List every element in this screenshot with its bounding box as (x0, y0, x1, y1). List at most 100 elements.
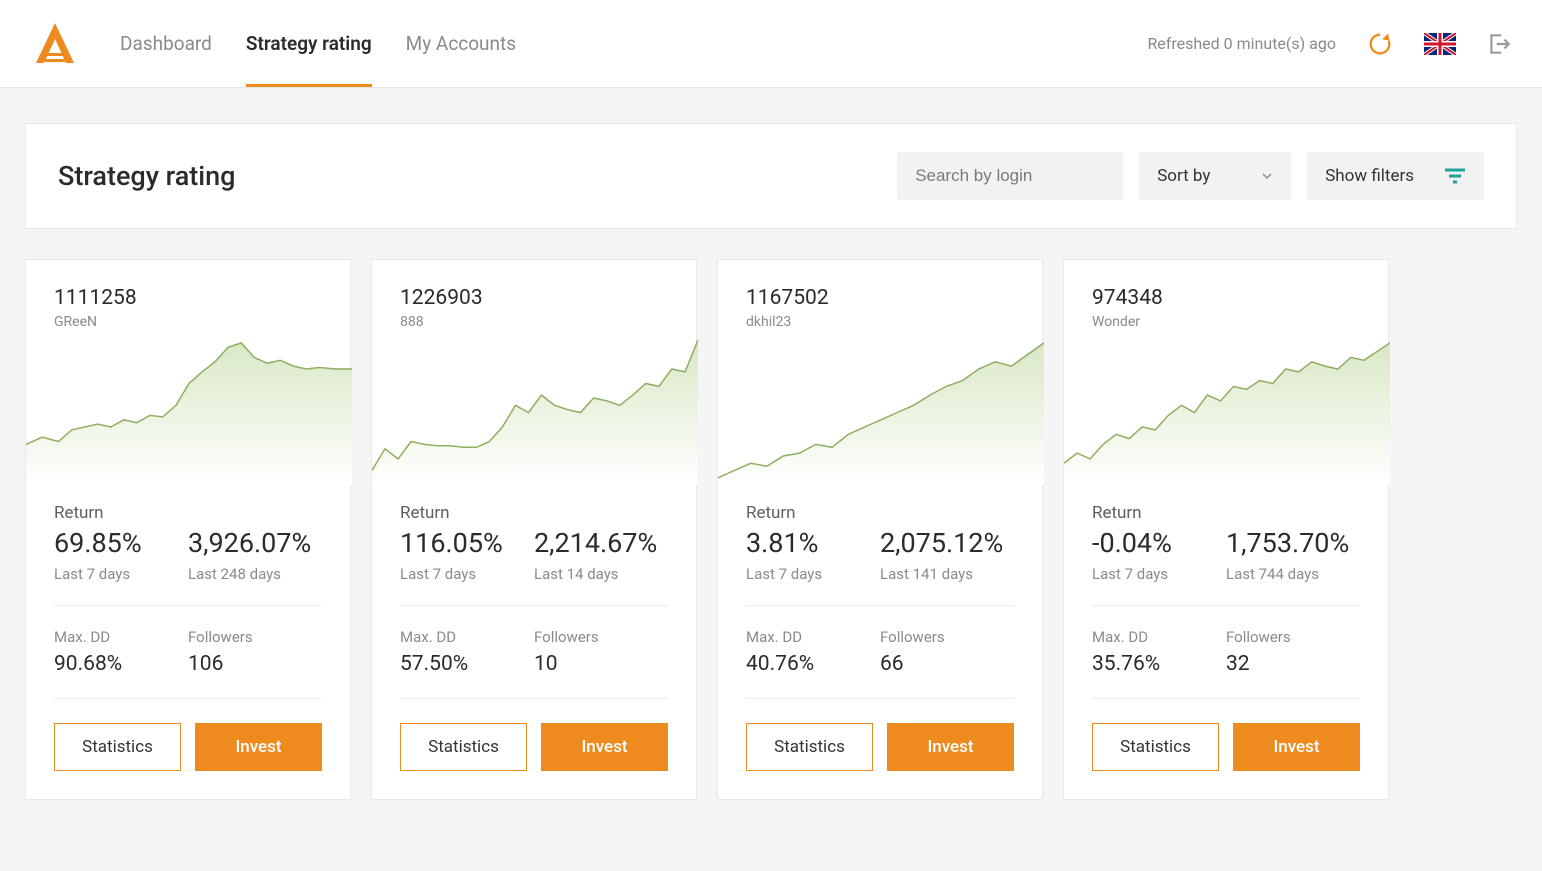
filters-label: Show filters (1325, 166, 1414, 186)
divider (1092, 605, 1360, 606)
return-total-value: 2,075.12% (880, 527, 1014, 559)
cards-grid: 1111258 GReeN Return 69.85% Last 7 days … (25, 259, 1517, 800)
page-title: Strategy rating (58, 160, 235, 192)
divider (54, 698, 322, 699)
filters-button[interactable]: Show filters (1307, 152, 1484, 200)
card-body: Return 69.85% Last 7 days 3,926.07% Last… (26, 485, 350, 799)
followers-value: 106 (188, 652, 322, 676)
maxdd-value: 57.50% (400, 652, 534, 676)
return-label: Return (1092, 503, 1360, 523)
strategy-card: 1111258 GReeN Return 69.85% Last 7 days … (25, 259, 351, 800)
return-total-value: 3,926.07% (188, 527, 322, 559)
topbar: Dashboard Strategy rating My Accounts Re… (0, 0, 1542, 88)
search-input[interactable] (897, 152, 1123, 200)
strategy-name: GReeN (54, 314, 322, 330)
return-7d-period: Last 7 days (746, 565, 880, 583)
maxdd-value: 40.76% (746, 652, 880, 676)
logout-button[interactable] (1486, 31, 1512, 57)
tab-my-accounts[interactable]: My Accounts (406, 0, 516, 87)
strategy-id[interactable]: 1111258 (54, 286, 322, 310)
sort-select[interactable]: Sort by (1139, 152, 1291, 200)
maxdd-label: Max. DD (400, 628, 534, 646)
followers-value: 32 (1226, 652, 1360, 676)
card-body: Return 116.05% Last 7 days 2,214.67% Las… (372, 485, 696, 799)
return-label: Return (746, 503, 1014, 523)
invest-button[interactable]: Invest (1233, 723, 1360, 771)
strategy-card: 974348 Wonder Return -0.04% Last 7 days … (1063, 259, 1389, 800)
return-label: Return (54, 503, 322, 523)
divider (400, 605, 668, 606)
tab-strategy-rating[interactable]: Strategy rating (246, 0, 372, 87)
uk-flag-icon (1424, 33, 1456, 55)
sort-label: Sort by (1157, 166, 1210, 186)
nav-tabs: Dashboard Strategy rating My Accounts (120, 0, 516, 87)
followers-label: Followers (1226, 628, 1360, 646)
return-7d-period: Last 7 days (1092, 565, 1226, 583)
topbar-right: Refreshed 0 minute(s) ago (1147, 30, 1512, 58)
logo (30, 19, 80, 69)
return-total-value: 2,214.67% (534, 527, 668, 559)
return-total-period: Last 248 days (188, 565, 322, 583)
invest-button[interactable]: Invest (887, 723, 1014, 771)
invest-button[interactable]: Invest (195, 723, 322, 771)
followers-value: 66 (880, 652, 1014, 676)
divider (54, 605, 322, 606)
return-7d-period: Last 7 days (54, 565, 188, 583)
followers-value: 10 (534, 652, 668, 676)
strategy-name: 888 (400, 314, 668, 330)
strategy-chart (718, 340, 1042, 485)
divider (400, 698, 668, 699)
invest-button[interactable]: Invest (541, 723, 668, 771)
maxdd-value: 90.68% (54, 652, 188, 676)
strategy-chart (372, 340, 696, 485)
maxdd-label: Max. DD (1092, 628, 1226, 646)
divider (746, 605, 1014, 606)
return-total-period: Last 141 days (880, 565, 1014, 583)
strategy-id[interactable]: 974348 (1092, 286, 1360, 310)
language-button[interactable] (1424, 33, 1456, 55)
statistics-button[interactable]: Statistics (1092, 723, 1219, 771)
statistics-button[interactable]: Statistics (54, 723, 181, 771)
card-header: 1111258 GReeN (26, 260, 350, 340)
strategy-id[interactable]: 1167502 (746, 286, 1014, 310)
followers-label: Followers (188, 628, 322, 646)
divider (746, 698, 1014, 699)
return-7d-value: 116.05% (400, 527, 534, 559)
tab-dashboard[interactable]: Dashboard (120, 0, 212, 87)
statistics-button[interactable]: Statistics (746, 723, 873, 771)
return-7d-value: -0.04% (1092, 527, 1226, 559)
return-7d-period: Last 7 days (400, 565, 534, 583)
controls-panel: Strategy rating Sort by Show filters (25, 123, 1517, 229)
panel-controls: Sort by Show filters (897, 152, 1484, 200)
maxdd-label: Max. DD (746, 628, 880, 646)
maxdd-label: Max. DD (54, 628, 188, 646)
return-total-period: Last 14 days (534, 565, 668, 583)
strategy-id[interactable]: 1226903 (400, 286, 668, 310)
logout-icon (1486, 31, 1512, 57)
return-7d-value: 69.85% (54, 527, 188, 559)
return-total-value: 1,753.70% (1226, 527, 1360, 559)
card-header: 1226903 888 (372, 260, 696, 340)
maxdd-value: 35.76% (1092, 652, 1226, 676)
card-header: 974348 Wonder (1064, 260, 1388, 340)
strategy-card: 1167502 dkhil23 Return 3.81% Last 7 days… (717, 259, 1043, 800)
refresh-button[interactable] (1366, 30, 1394, 58)
statistics-button[interactable]: Statistics (400, 723, 527, 771)
divider (1092, 698, 1360, 699)
refresh-status: Refreshed 0 minute(s) ago (1147, 34, 1336, 53)
card-header: 1167502 dkhil23 (718, 260, 1042, 340)
card-body: Return 3.81% Last 7 days 2,075.12% Last … (718, 485, 1042, 799)
strategy-chart (26, 340, 350, 485)
main: Strategy rating Sort by Show filters 111… (0, 88, 1542, 835)
card-body: Return -0.04% Last 7 days 1,753.70% Last… (1064, 485, 1388, 799)
return-7d-value: 3.81% (746, 527, 880, 559)
refresh-icon (1366, 30, 1394, 58)
followers-label: Followers (880, 628, 1014, 646)
strategy-chart (1064, 340, 1388, 485)
chevron-down-icon (1261, 170, 1273, 182)
return-label: Return (400, 503, 668, 523)
filter-icon (1444, 167, 1466, 185)
followers-label: Followers (534, 628, 668, 646)
strategy-name: dkhil23 (746, 314, 1014, 330)
return-total-period: Last 744 days (1226, 565, 1360, 583)
